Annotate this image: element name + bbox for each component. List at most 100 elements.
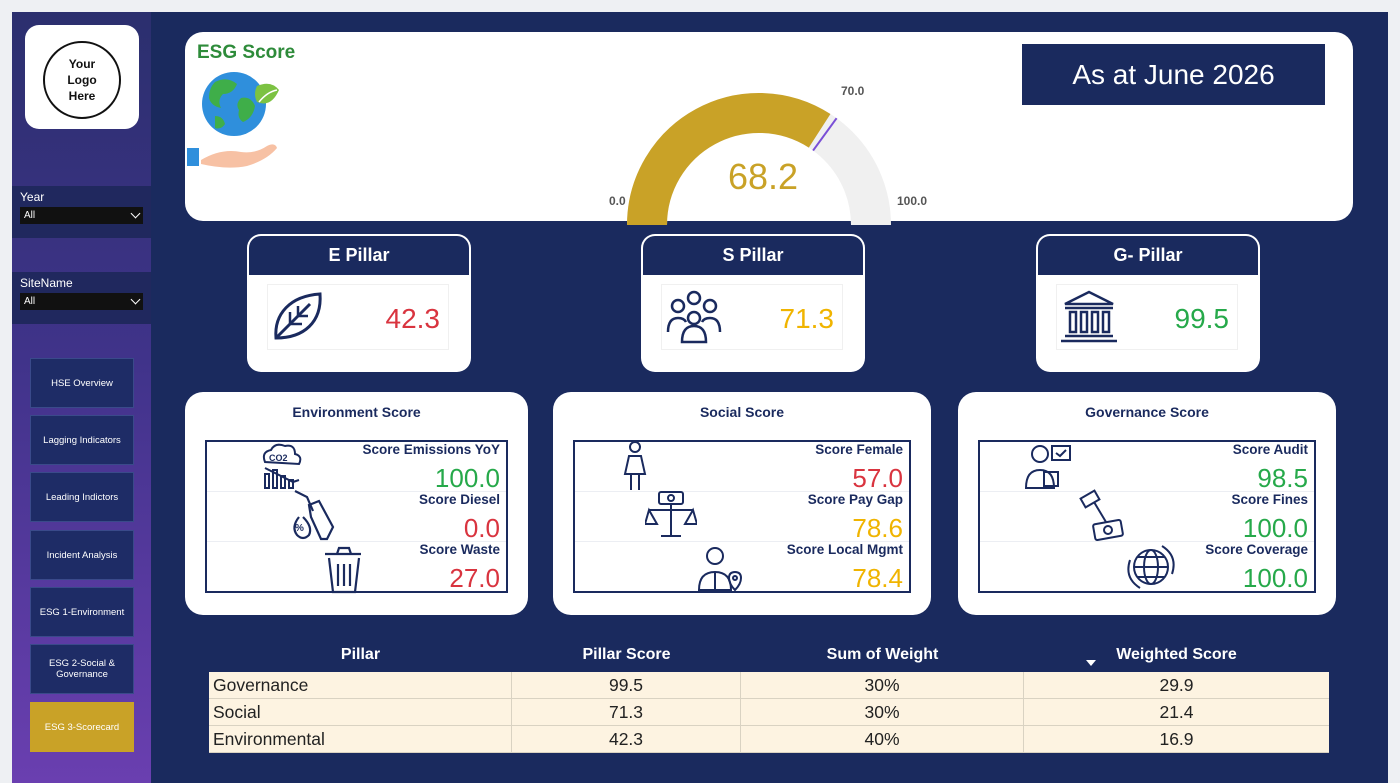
column-header-pillar[interactable]: Pillar: [340, 646, 381, 663]
chevron-down-icon: [130, 208, 141, 219]
table-cell: 42.3: [512, 725, 741, 753]
fines-gavel-icon: [1079, 489, 1124, 541]
global-coverage-icon: [1127, 545, 1175, 589]
gauge-fill: [627, 93, 831, 226]
score-row: Score Local Mgmt 78.4: [575, 542, 909, 593]
score-row: Score Female 57.0: [575, 441, 909, 493]
nav-hse-overview[interactable]: HSE Overview: [30, 358, 134, 408]
s-pillar-body: 71.3: [661, 284, 843, 350]
score-row: Score Audit 98.5: [980, 442, 1314, 493]
table-cell: Governance: [209, 671, 512, 699]
nav-incident-analysis[interactable]: Incident Analysis: [30, 530, 134, 580]
svg-text:%: %: [295, 523, 304, 534]
score-emissions-value: 100.0: [434, 463, 500, 493]
sitename-dropdown[interactable]: All: [20, 293, 143, 310]
score-row: Score Coverage 100.0: [980, 542, 1314, 593]
year-dropdown-value: All: [24, 210, 36, 221]
logo-placeholder: Your Logo Here: [43, 41, 121, 119]
score-emissions-label: Score Emissions YoY: [362, 442, 500, 457]
nav-esg2-social-governance[interactable]: ESG 2-Social & Governance: [30, 644, 134, 694]
score-female-value: 57.0: [852, 463, 903, 493]
e-pillar-card: E Pillar 42.3: [247, 234, 471, 372]
sort-descending-icon[interactable]: [1086, 660, 1096, 666]
sitename-dropdown-value: All: [24, 296, 36, 307]
column-header-pillar-score[interactable]: Pillar Score: [582, 646, 671, 663]
main-canvas: ESG Score 68.2 0.0 100.0 70.0 As at June…: [151, 12, 1388, 783]
trash-can-icon: [325, 546, 361, 594]
local-manager-icon: [697, 547, 743, 592]
g-pillar-card: G- Pillar 99.5: [1036, 234, 1260, 372]
governance-score-frame: Score Audit 98.5 Score Fines 100.0: [978, 440, 1316, 593]
esg-gauge: [627, 93, 891, 226]
as-at-date: As at June 2026: [1022, 44, 1325, 105]
column-header-weighted-score[interactable]: Weighted Score: [1116, 646, 1237, 663]
column-header-sum-of-weight[interactable]: Sum of Weight: [826, 646, 939, 663]
score-diesel-value: 0.0: [463, 513, 500, 543]
score-waste-label: Score Waste: [419, 542, 500, 557]
gauge-target-label: 70.0: [841, 84, 865, 98]
gauge-min-label: 0.0: [609, 194, 626, 208]
esg-score-title: ESG Score: [197, 42, 296, 63]
table-cell: 71.3: [512, 698, 741, 726]
gauge-target-line: [812, 117, 838, 152]
social-score-title: Social Score: [699, 404, 785, 420]
nav-lagging-indicators[interactable]: Lagging Indicators: [30, 415, 134, 465]
table-cell: Environmental: [209, 725, 512, 753]
g-pillar-body: 99.5: [1056, 284, 1238, 350]
chevron-down-icon: [130, 294, 141, 305]
score-fines-label: Score Fines: [1231, 492, 1308, 507]
co2-emissions-icon: CO2: [262, 443, 302, 489]
table-cell: 21.4: [1159, 701, 1194, 722]
audit-icon: [1024, 445, 1071, 489]
environment-score-frame: CO2 Score Emissions YoY 100.0 %: [205, 440, 508, 594]
table-row: Governance 99.5 30% 29.9: [209, 671, 1329, 699]
table-header: Pillar Pillar Score Sum of Weight Weight…: [209, 638, 1329, 672]
table-row: Social 71.3 30% 21.4: [209, 698, 1329, 726]
pay-gap-scale-icon: [645, 491, 697, 537]
social-score-frame: Score Female 57.0 Score Pay Gap 78.6: [573, 440, 911, 593]
score-row: % Score Diesel 0.0: [207, 490, 506, 543]
table-cell: Social: [209, 698, 512, 726]
e-pillar-value: 42.3: [385, 303, 441, 334]
score-pay-gap-label: Score Pay Gap: [807, 492, 903, 507]
score-waste-value: 27.0: [449, 563, 500, 593]
year-slicer-label: Year: [20, 190, 45, 204]
score-audit-value: 98.5: [1257, 463, 1308, 493]
s-pillar-card: S Pillar 71.3: [641, 234, 865, 372]
score-audit-label: Score Audit: [1232, 442, 1308, 457]
e-pillar-title: E Pillar: [249, 236, 469, 275]
sitename-slicer-label: SiteName: [20, 276, 73, 290]
score-fines-value: 100.0: [1242, 513, 1308, 543]
fuel-pump-icon: %: [293, 490, 335, 541]
nav-esg1-environment[interactable]: ESG 1-Environment: [30, 587, 134, 637]
score-coverage-value: 100.0: [1242, 563, 1308, 593]
nav-leading-indicators[interactable]: Leading Indictors: [30, 472, 134, 522]
pillar-weighted-table: Pillar Pillar Score Sum of Weight Weight…: [209, 638, 1329, 753]
score-pay-gap-value: 78.6: [852, 513, 903, 543]
score-female-label: Score Female: [815, 442, 903, 457]
table-cell: 40%: [741, 725, 1024, 753]
score-diesel-label: Score Diesel: [418, 492, 500, 507]
year-slicer: Year All: [12, 186, 151, 238]
environment-score-card: Environment Score CO2 Score Emissions Yo…: [185, 392, 528, 615]
e-pillar-body: 42.3: [267, 284, 449, 350]
score-row: Score Pay Gap 78.6: [575, 491, 909, 543]
gauge-max-label: 100.0: [897, 194, 928, 208]
environment-score-title: Environment Score: [292, 404, 421, 420]
score-coverage-label: Score Coverage: [1205, 542, 1308, 557]
table-cell: 30%: [741, 671, 1024, 699]
governance-score-title: Governance Score: [1085, 404, 1209, 420]
social-score-card: Social Score Score Female 57.0: [553, 392, 931, 615]
s-pillar-value: 71.3: [779, 303, 835, 334]
governance-score-card: Governance Score Score Audit 98.5: [958, 392, 1336, 615]
score-row: Score Fines 100.0: [980, 489, 1314, 543]
people-icon: [666, 290, 722, 344]
nav-esg3-scorecard[interactable]: ESG 3-Scorecard: [30, 702, 134, 752]
sidebar: Your Logo Here Year All SiteName All HSE…: [12, 12, 151, 783]
bank-icon: [1061, 290, 1117, 343]
gauge-value: 68.2: [727, 156, 799, 197]
table-cell: 99.5: [512, 671, 741, 699]
score-local-mgmt-value: 78.4: [852, 563, 903, 593]
table-row: Environmental 42.3 40% 16.9: [209, 725, 1329, 753]
year-dropdown[interactable]: All: [20, 207, 143, 224]
